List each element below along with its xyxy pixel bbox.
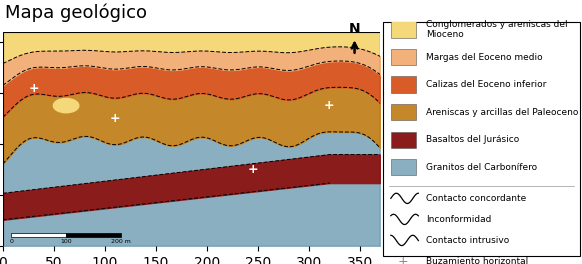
Text: Granitos del Carbonífero: Granitos del Carbonífero bbox=[426, 163, 537, 172]
Text: +: + bbox=[28, 82, 39, 95]
Text: Inconformidad: Inconformidad bbox=[426, 215, 492, 224]
Text: Areniscas y arcillas del Paleoceno: Areniscas y arcillas del Paleoceno bbox=[426, 108, 579, 117]
Ellipse shape bbox=[54, 98, 79, 113]
Text: +: + bbox=[247, 163, 258, 176]
Text: Buzamiento horizontal: Buzamiento horizontal bbox=[426, 257, 528, 264]
Bar bbox=[391, 159, 416, 176]
Text: Mapa geológico: Mapa geológico bbox=[5, 4, 147, 22]
Text: 200 m: 200 m bbox=[111, 239, 131, 244]
Text: +: + bbox=[398, 255, 408, 264]
Text: +: + bbox=[324, 99, 335, 112]
Bar bbox=[391, 49, 416, 65]
Text: Contacto intrusivo: Contacto intrusivo bbox=[426, 236, 509, 245]
Text: 0: 0 bbox=[9, 239, 13, 244]
Bar bbox=[391, 76, 416, 93]
Text: Conglomerados y areniscas del
Mioceno: Conglomerados y areniscas del Mioceno bbox=[426, 20, 568, 39]
Bar bbox=[391, 21, 416, 38]
Text: Margas del Eoceno medio: Margas del Eoceno medio bbox=[426, 53, 543, 62]
Bar bbox=[391, 104, 416, 120]
Bar bbox=[11, 233, 66, 237]
Text: Basaltos del Jurásico: Basaltos del Jurásico bbox=[426, 135, 520, 144]
Text: Contacto concordante: Contacto concordante bbox=[426, 194, 527, 203]
Text: 100: 100 bbox=[61, 239, 72, 244]
Text: Calizas del Eoceno inferior: Calizas del Eoceno inferior bbox=[426, 80, 546, 89]
Bar bbox=[391, 131, 416, 148]
Text: +: + bbox=[110, 112, 120, 125]
Text: N: N bbox=[349, 22, 360, 36]
Bar bbox=[66, 233, 121, 237]
